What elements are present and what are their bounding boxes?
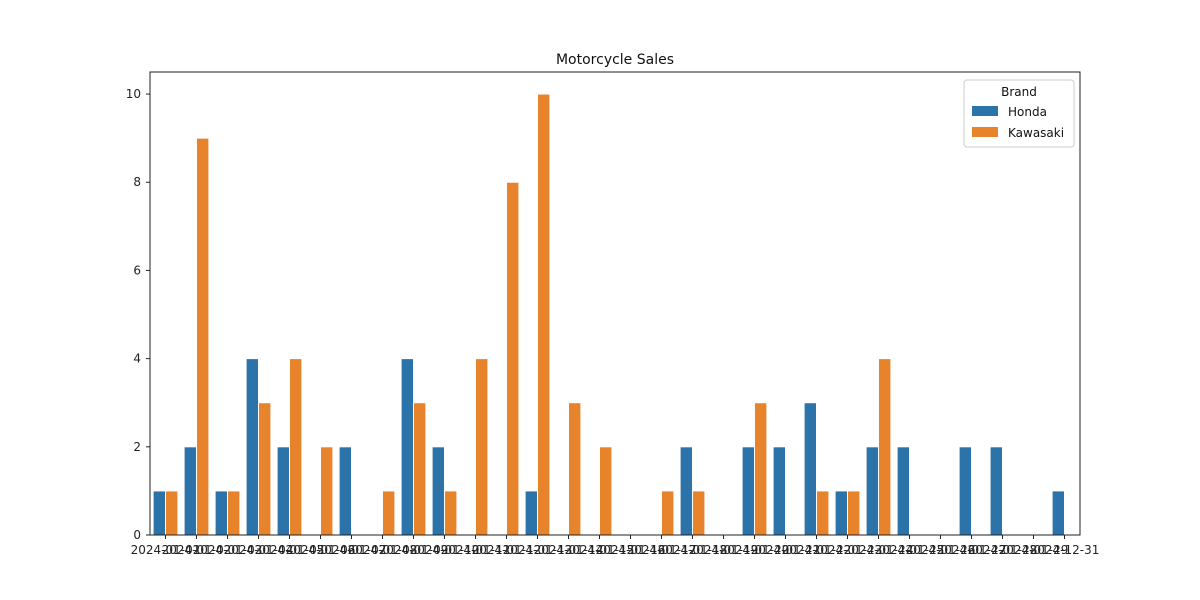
legend-swatch-honda [972, 106, 998, 116]
x-tick-label: 2024-01-25 [875, 543, 945, 557]
x-tick-label: 2024-01-03 [193, 543, 263, 557]
bar-honda [152, 490, 167, 536]
x-tick-label: 2024-01-17 [627, 543, 697, 557]
bar-honda [741, 446, 755, 536]
bar-honda [183, 446, 198, 536]
x-tick-label: 2024-01-07 [317, 543, 387, 557]
bar-honda [276, 446, 291, 536]
x-tick-label: 2024-01-29 [999, 543, 1069, 557]
x-tick-label: 2024-01-27 [937, 543, 1007, 557]
x-tick-label: 2024-01-28 [968, 543, 1038, 557]
bar-honda [679, 446, 693, 536]
bar-kawasaki [258, 402, 272, 536]
legend-label-kawasaki: Kawasaki [1008, 126, 1064, 140]
x-tick-label: 2024-01-02 [162, 543, 232, 557]
bars-layer [152, 93, 1065, 536]
bar-kawasaki [506, 181, 520, 536]
bar-kawasaki [661, 490, 675, 536]
y-axis: 0 2 4 6 8 10 [126, 87, 150, 542]
x-tick-label: 2024-01-01 [131, 543, 201, 557]
x-tick-label: 2024-01-13 [503, 543, 573, 557]
x-tick-label: 2024-01-23 [813, 543, 883, 557]
x-tick-label: 2024-01-26 [906, 543, 976, 557]
x-tick-label: 2024-01-19 [689, 543, 759, 557]
x-tick-label: 2024-01-22 [782, 543, 852, 557]
x-tick-label: 2024-12-31 [1030, 543, 1100, 557]
bar-kawasaki [413, 402, 427, 536]
y-tick-label: 2 [133, 440, 141, 454]
bar-honda [772, 446, 786, 536]
legend-label-honda: Honda [1008, 105, 1047, 119]
bar-honda [1051, 490, 1065, 536]
bar-kawasaki [196, 137, 210, 536]
bar-honda [958, 446, 972, 536]
bar-kawasaki [754, 402, 768, 536]
bar-honda [431, 446, 446, 536]
y-tick-label: 6 [133, 263, 141, 277]
bar-kawasaki [816, 490, 830, 536]
bar-kawasaki [475, 358, 489, 536]
bar-kawasaki [599, 446, 613, 536]
bar-kawasaki [320, 446, 334, 536]
legend-swatch-kawasaki [972, 127, 998, 137]
y-tick-label: 4 [133, 352, 141, 366]
bar-honda [865, 446, 879, 536]
x-tick-label: 2024-01-08 [348, 543, 418, 557]
bar-kawasaki [289, 358, 303, 536]
x-tick-label: 2024-01-11 [441, 543, 511, 557]
y-tick-label: 8 [133, 175, 141, 189]
bar-kawasaki [878, 358, 892, 536]
chart-title: Motorcycle Sales [556, 52, 674, 68]
bar-kawasaki [382, 490, 396, 536]
bar-honda [245, 358, 260, 536]
x-tick-label: 2024-01-18 [658, 543, 728, 557]
legend: Brand Honda Kawasaki [963, 79, 1075, 148]
x-tick-label: 2024-01-10 [410, 543, 480, 557]
bar-kawasaki [692, 490, 706, 536]
plot-frame [149, 71, 1081, 536]
legend-title: Brand [1001, 85, 1037, 99]
x-tick-label: 2024-01-21 [751, 543, 821, 557]
x-tick-label: 2024-01-20 [720, 543, 790, 557]
x-tick-label: 2024-01-16 [596, 543, 666, 557]
x-tick-label: 2024-01-06 [286, 543, 356, 557]
bar-honda [989, 446, 1003, 536]
x-tick-label: 2024-01-04 [224, 543, 294, 557]
bar-kawasaki [227, 490, 241, 536]
bar-kawasaki [444, 490, 458, 536]
x-tick-label: 2024-01-09 [379, 543, 449, 557]
bar-honda [400, 358, 415, 536]
bar-kawasaki [537, 93, 551, 536]
bar-honda [524, 490, 538, 536]
bar-kawasaki [165, 490, 179, 536]
bar-kawasaki [568, 402, 582, 536]
y-tick-label: 0 [133, 528, 141, 542]
x-tick-label: 2024-01-24 [844, 543, 914, 557]
y-tick-label: 10 [126, 87, 141, 101]
bar-honda [803, 402, 817, 536]
bar-honda [338, 446, 353, 536]
x-tick-label: 2024-01-05 [255, 543, 325, 557]
x-tick-label: 2024-01-14 [534, 543, 604, 557]
x-tick-label: 2024-01-12 [472, 543, 542, 557]
bar-honda [834, 490, 848, 536]
x-axis: 2024-01-012024-01-022024-01-032024-01-04… [131, 535, 1100, 557]
bar-honda [214, 490, 229, 536]
bar-kawasaki [847, 490, 861, 536]
bar-honda [896, 446, 910, 536]
x-tick-label: 2024-01-15 [565, 543, 635, 557]
